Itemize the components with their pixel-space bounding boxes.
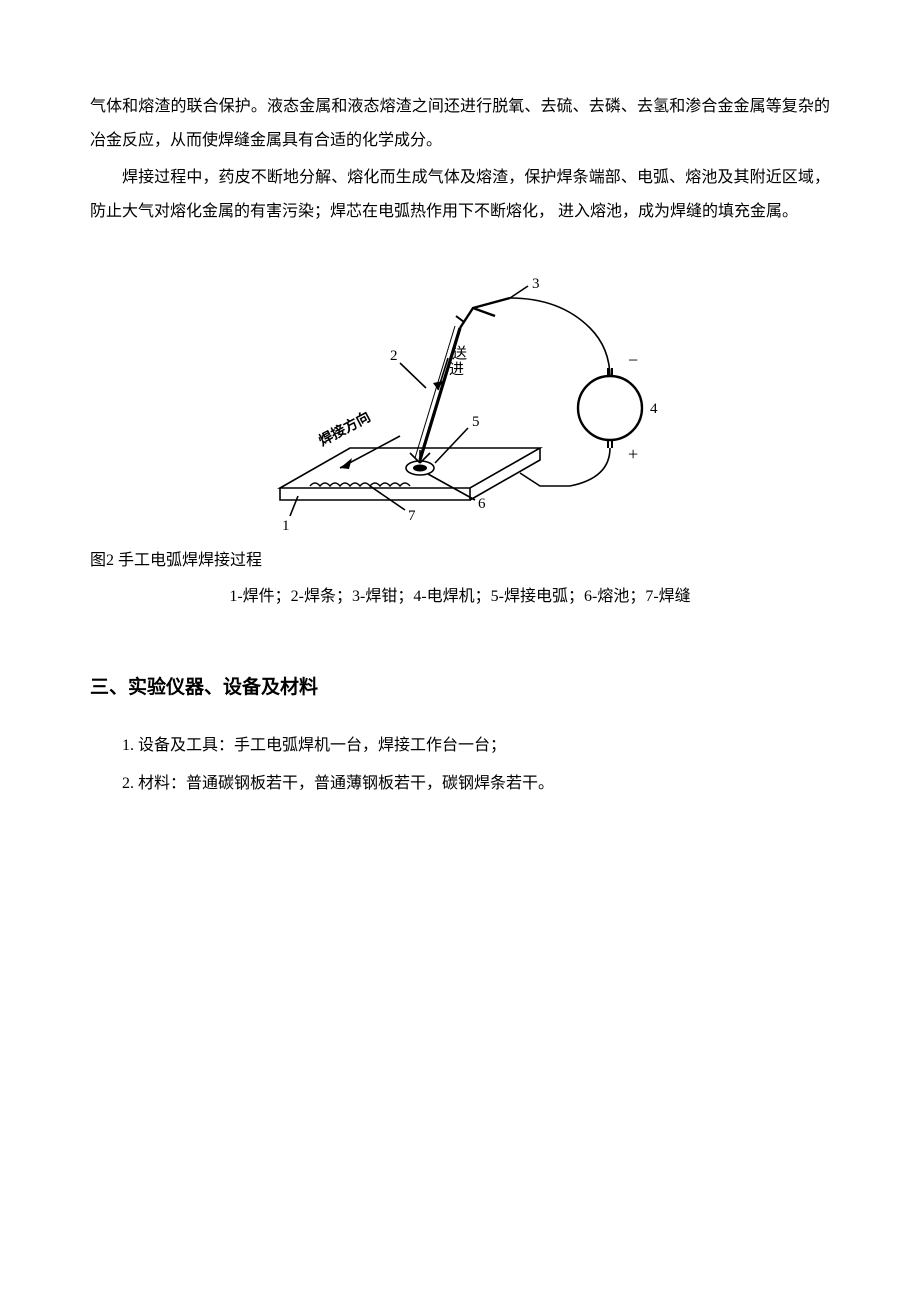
figure-caption: 图2 手工电弧焊焊接过程 <box>90 544 830 578</box>
label-plus: + <box>628 444 638 464</box>
section-3-item-2: 2. 材料：普通碳钢板若干，普通薄钢板若干，碳钢焊条若干。 <box>90 767 830 801</box>
welding-diagram: 1 2 3 4 5 6 7 送 进 焊接方向 − + <box>250 268 670 538</box>
paragraph-1: 气体和熔渣的联合保护。液态金属和液态熔渣之间还进行脱氧、去硫、去磷、去氢和渗合金… <box>90 90 830 157</box>
label-direction: 焊接方向 <box>316 409 373 449</box>
label-3: 3 <box>532 276 540 292</box>
label-5: 5 <box>472 414 480 430</box>
label-feed-1: 送 <box>452 345 467 362</box>
label-2: 2 <box>390 348 398 364</box>
section-3-heading: 三、实验仪器、设备及材料 <box>90 668 830 708</box>
paragraph-2: 焊接过程中，药皮不断地分解、熔化而生成气体及熔渣，保护焊条端部、电弧、熔池及其附… <box>90 161 830 228</box>
label-1: 1 <box>282 518 290 534</box>
section-3-item-1: 1. 设备及工具：手工电弧焊机一台，焊接工作台一台； <box>90 729 830 763</box>
label-6: 6 <box>478 496 486 512</box>
label-7: 7 <box>408 508 416 524</box>
label-minus: − <box>628 350 638 370</box>
figure-legend: 1-焊件；2-焊条；3-焊钳；4-电焊机；5-焊接电弧；6-熔池；7-焊缝 <box>90 580 830 614</box>
label-4: 4 <box>650 401 658 417</box>
figure-container: 1 2 3 4 5 6 7 送 进 焊接方向 − + <box>90 268 830 538</box>
label-feed-2: 进 <box>449 361 464 378</box>
